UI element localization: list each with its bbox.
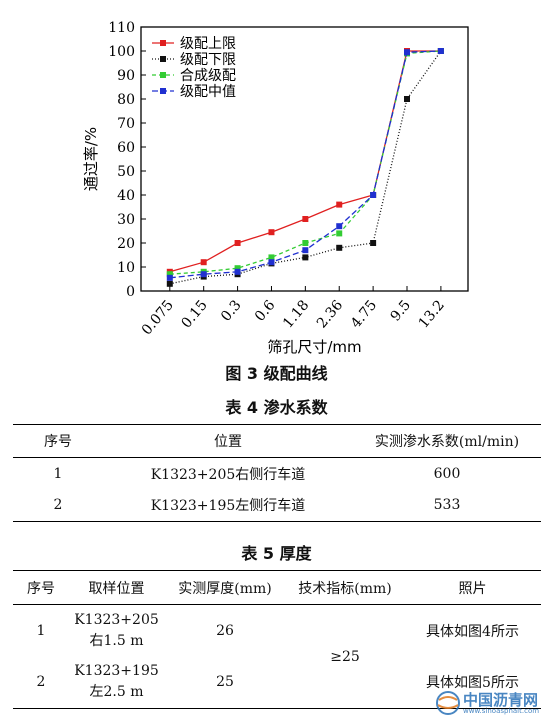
legend-label: 合成级配 bbox=[180, 68, 236, 84]
y-tick-label: 10 bbox=[117, 260, 135, 276]
cell-permeability: 533 bbox=[433, 497, 461, 514]
cell-location: K1323+195左侧行车道 bbox=[150, 498, 306, 515]
cell-no: 1 bbox=[36, 622, 46, 639]
permeability-table: 序号 位置 实测渗水系数(ml/min) 1 K1323+205右侧行车道 60… bbox=[13, 424, 541, 522]
data-point bbox=[302, 216, 309, 222]
x-tick-label: 2.36 bbox=[314, 297, 346, 331]
cell-sample-location: K1323+195 左2.5 m bbox=[69, 657, 164, 709]
cell-photo: 具体如图5所示 bbox=[426, 675, 519, 692]
data-point bbox=[336, 244, 343, 251]
header-location: 位置 bbox=[214, 434, 242, 450]
header-spec: 技术指标(mm) bbox=[298, 580, 392, 597]
cell-thickness: 26 bbox=[216, 622, 234, 639]
x-tick-label: 0.6 bbox=[252, 297, 279, 324]
data-point bbox=[302, 240, 309, 246]
cell-no: 2 bbox=[53, 497, 63, 514]
data-point bbox=[404, 49, 411, 56]
header-permeability: 实测渗水系数(ml/min) bbox=[374, 434, 520, 450]
figure-caption: 图 3 级配曲线 bbox=[225, 364, 328, 383]
location-line: 左2.5 m bbox=[89, 684, 144, 701]
y-tick-label: 110 bbox=[108, 20, 135, 36]
gradation-chart: 0 10 20 30 40 50 60 70 80 90 100 110 0.075 0.15 0.3 0.6… bbox=[82, 20, 469, 356]
table-header-row: 序号 取样位置 实测厚度(mm) 技术指标(mm) 照片 bbox=[13, 570, 541, 605]
cell-no: 1 bbox=[53, 465, 63, 482]
data-point bbox=[370, 240, 377, 246]
y-tick-label: 60 bbox=[117, 140, 135, 156]
globe-icon bbox=[436, 691, 460, 715]
y-tick-label: 90 bbox=[117, 68, 135, 84]
table-row: 1 K1323+205右侧行车道 600 bbox=[13, 458, 541, 490]
legend-marker bbox=[160, 88, 166, 94]
y-tick-label: 40 bbox=[117, 188, 135, 204]
data-point bbox=[166, 274, 173, 281]
table5-caption: 表 5 厚度 bbox=[241, 544, 312, 563]
data-point bbox=[200, 259, 207, 266]
y-tick-label: 100 bbox=[108, 44, 135, 60]
y-tick-label: 0 bbox=[126, 284, 135, 300]
data-point bbox=[302, 254, 309, 261]
header-no: 序号 bbox=[44, 434, 72, 450]
header-photo: 照片 bbox=[458, 580, 487, 597]
legend-label: 级配上限 bbox=[180, 36, 236, 52]
table-row: 1 K1323+205 右1.5 m 26 ≥25 具体如图4所示 bbox=[13, 605, 541, 665]
y-axis-label: 通过率/% bbox=[82, 127, 100, 191]
data-point bbox=[234, 268, 241, 275]
location-line: 右1.5 m bbox=[89, 632, 144, 649]
cell-sample-location: K1323+205 右1.5 m bbox=[69, 605, 164, 657]
x-tick-label: 9.5 bbox=[388, 297, 415, 324]
cell-location: K1323+205右侧行车道 bbox=[150, 466, 306, 483]
table4-caption: 表 4 渗水系数 bbox=[225, 398, 328, 417]
data-point bbox=[336, 230, 343, 237]
cell-thickness: 25 bbox=[216, 674, 234, 691]
data-point bbox=[166, 280, 173, 287]
x-tick-label: 0.15 bbox=[178, 297, 210, 331]
thickness-table: 序号 取样位置 实测厚度(mm) 技术指标(mm) 照片 1 K1323+205… bbox=[13, 570, 541, 709]
data-point bbox=[404, 96, 411, 102]
watermark-text: 中国沥青网 bbox=[463, 691, 539, 709]
data-point bbox=[268, 254, 275, 261]
header-thickness: 实测厚度(mm) bbox=[178, 580, 272, 597]
data-point bbox=[268, 229, 275, 236]
y-tick-label: 80 bbox=[117, 92, 135, 108]
legend-label: 级配中值 bbox=[180, 84, 236, 100]
cell-permeability: 600 bbox=[433, 465, 461, 482]
y-tick-label: 30 bbox=[117, 212, 135, 228]
y-tick-label: 50 bbox=[117, 164, 135, 180]
watermark-logo: 中国沥青网 www.sinoasphalt.com bbox=[435, 688, 547, 718]
legend-marker bbox=[160, 56, 166, 62]
data-point bbox=[234, 265, 241, 272]
x-tick-label: 4.75 bbox=[348, 297, 380, 331]
data-point bbox=[268, 259, 275, 266]
data-point bbox=[336, 201, 343, 208]
header-sample-location: 取样位置 bbox=[88, 580, 145, 597]
y-tick-label: 20 bbox=[117, 236, 135, 252]
location-line: K1323+195 bbox=[74, 663, 159, 680]
y-tick-label: 70 bbox=[117, 116, 135, 132]
watermark-url: www.sinoasphalt.com bbox=[463, 707, 540, 715]
table-row: 2 K1323+195左侧行车道 533 bbox=[13, 490, 541, 522]
data-point bbox=[166, 271, 173, 278]
data-point bbox=[370, 192, 377, 198]
data-point bbox=[234, 240, 241, 246]
data-point bbox=[200, 271, 207, 278]
plot-frame bbox=[140, 26, 469, 292]
legend-label: 级配下限 bbox=[180, 52, 236, 68]
header-no: 序号 bbox=[27, 580, 55, 597]
cell-spec: ≥25 bbox=[330, 648, 360, 665]
table-row: 2 K1323+195 左2.5 m 25 具体如图5所示 bbox=[13, 657, 541, 709]
table-header-row: 序号 位置 实测渗水系数(ml/min) bbox=[13, 424, 541, 458]
x-tick-label: 1.18 bbox=[280, 297, 312, 331]
data-point bbox=[437, 48, 444, 54]
cell-photo: 具体如图4所示 bbox=[426, 623, 519, 640]
legend-marker bbox=[160, 72, 166, 78]
cell-no: 2 bbox=[36, 674, 46, 691]
x-tick-label: 0.3 bbox=[218, 297, 245, 324]
legend-marker bbox=[160, 40, 166, 46]
location-line: K1323+205 bbox=[74, 611, 159, 628]
x-tick-label: 0.075 bbox=[139, 297, 177, 338]
x-axis-label: 筛孔尺寸/mm bbox=[267, 338, 361, 356]
data-point bbox=[302, 247, 309, 254]
x-tick-label: 13.2 bbox=[416, 297, 448, 331]
data-point bbox=[336, 223, 343, 230]
